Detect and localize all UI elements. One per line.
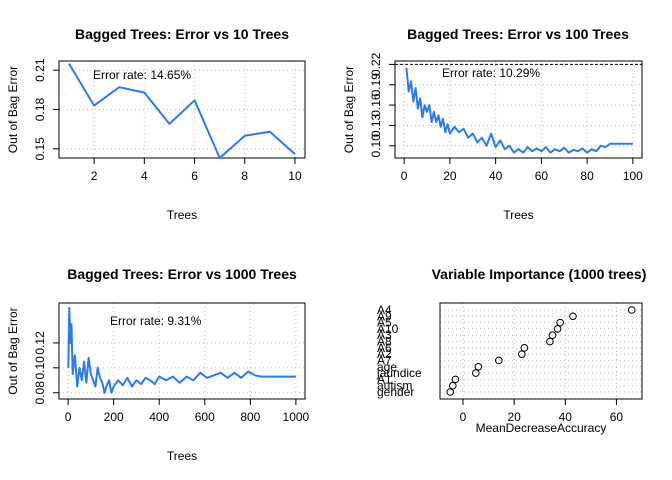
importance-point <box>627 306 636 314</box>
importance-point <box>451 375 460 384</box>
variable-label: A10 <box>377 322 399 336</box>
x-axis-label: Trees <box>503 208 533 222</box>
importance-point <box>520 344 529 352</box>
y-axis-label: Out of Bag Error <box>6 66 20 153</box>
x-tick-label: 800 <box>240 410 260 424</box>
variable-label: A1 <box>377 372 392 386</box>
y-tick-label: 0.12 <box>33 331 47 355</box>
y-axis-label: Out of Bag Error <box>342 66 356 153</box>
importance-point <box>548 331 557 340</box>
x-tick-label: 10 <box>288 169 302 183</box>
importance-point <box>446 388 455 396</box>
y-tick-label: 0.10 <box>33 356 47 380</box>
x-tick-label: 1000 <box>283 410 310 424</box>
importance-point <box>546 337 554 346</box>
importance-point <box>556 318 564 327</box>
series-line <box>405 67 633 154</box>
x-axis-label: Trees <box>167 208 197 222</box>
x-tick-label: 100 <box>623 169 643 183</box>
importance-point <box>448 381 457 390</box>
chart-panel-1: Bagged Trees: Error vs 10 Trees 2 4 6 8 10 0.1… <box>6 26 306 222</box>
x-tick-label: 40 <box>489 169 503 183</box>
importance-point <box>569 312 577 321</box>
variable-label: autism <box>377 379 412 393</box>
variable-label: gender <box>377 385 414 399</box>
chart-title: Bagged Trees: Error vs 1000 Trees <box>67 266 297 282</box>
y-tick-label: 0.08 <box>33 381 47 405</box>
error-rate-annotation: Error rate: 14.65% <box>93 68 191 82</box>
x-axis-label: Trees <box>167 449 197 463</box>
variable-label: A3 <box>377 328 392 342</box>
y-tick-label: 0.22 <box>369 52 383 76</box>
error-rate-annotation: Error rate: 10.29% <box>442 66 540 80</box>
variable-label: A8 <box>377 335 392 349</box>
chart-panel-4: Variable Importance (1000 trees)A4A9A5A1… <box>376 266 646 435</box>
chart-panel-2: Bagged Trees: Error vs 100 Trees 0 20 40 60 8… <box>342 26 643 222</box>
series-line <box>68 63 296 159</box>
variable-label: A4 <box>377 303 392 317</box>
plot-frame <box>394 60 643 159</box>
y-tick-label: 0.21 <box>33 58 47 82</box>
x-tick-label: 60 <box>610 410 624 424</box>
grid <box>59 303 305 399</box>
grid <box>440 303 642 399</box>
x-tick-label: 8 <box>241 169 248 183</box>
chart-title: Variable Importance (1000 trees) <box>432 266 647 282</box>
chart-panel-3: Bagged Trees: Error vs 1000 Trees 0 200 400… <box>6 266 309 463</box>
importance-point <box>471 369 480 377</box>
x-tick-label: 0 <box>460 410 467 424</box>
x-tick-label: 80 <box>580 169 594 183</box>
variable-label: A2 <box>377 347 392 361</box>
error-rate-annotation: Error rate: 9.31% <box>110 314 202 328</box>
x-tick-label: 0 <box>65 410 72 424</box>
y-tick-label: 0.10 <box>369 134 383 158</box>
x-tick-label: 600 <box>195 410 215 424</box>
variable-label: A5 <box>377 316 392 330</box>
grid <box>395 61 642 158</box>
x-tick-label: 2 <box>91 169 98 183</box>
chart-title: Bagged Trees: Error vs 100 Trees <box>407 26 629 42</box>
plot-frame <box>439 302 643 400</box>
importance-point <box>495 356 503 365</box>
variable-label: A7 <box>377 353 392 367</box>
importance-point <box>553 325 562 333</box>
x-tick-label: 6 <box>191 169 198 183</box>
x-tick-label: 4 <box>141 169 148 183</box>
x-tick-label: 60 <box>535 169 549 183</box>
grid <box>59 61 305 158</box>
x-tick-label: 20 <box>443 169 457 183</box>
variable-label: A9 <box>377 309 392 323</box>
importance-point <box>474 362 483 371</box>
x-axis-label: MeanDecreaseAccuracy <box>476 421 607 435</box>
variable-label: jaundice <box>376 366 422 380</box>
plot-frame <box>58 302 306 400</box>
importance-point <box>518 350 526 358</box>
y-tick-label: 0.15 <box>33 137 47 161</box>
x-tick-label: 20 <box>507 410 521 424</box>
x-tick-label: 40 <box>559 410 573 424</box>
y-tick-label: 0.19 <box>369 73 383 97</box>
x-tick-label: 200 <box>104 410 124 424</box>
variable-label: age <box>377 360 397 374</box>
x-tick-label: 0 <box>401 169 408 183</box>
variable-label: A6 <box>377 341 392 355</box>
chart-title: Bagged Trees: Error vs 10 Trees <box>75 26 289 42</box>
x-tick-label: 400 <box>149 410 169 424</box>
series-line <box>67 307 296 394</box>
y-tick-label: 0.18 <box>33 97 47 121</box>
y-tick-label: 0.13 <box>369 113 383 137</box>
y-axis-label: Out of Bag Error <box>6 307 20 394</box>
y-tick-label: 0.16 <box>369 93 383 117</box>
